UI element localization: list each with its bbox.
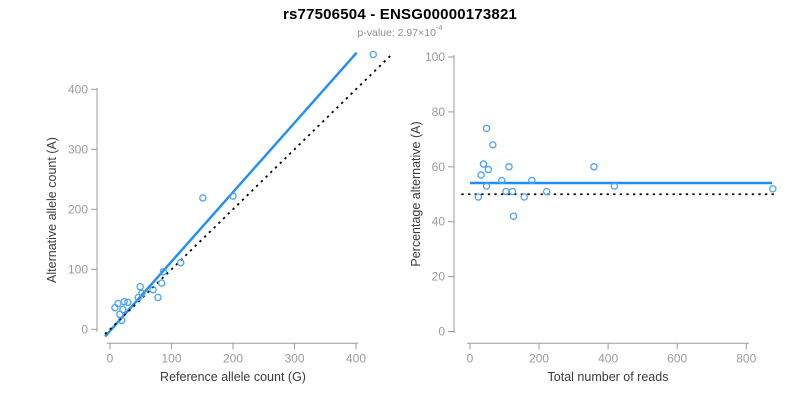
data-point	[509, 212, 518, 220]
percentage-scatter-y-axis-title: Percentage alternative (A)	[409, 121, 423, 266]
data-point	[610, 182, 619, 190]
y-axis-tick-label: 300	[68, 142, 88, 156]
data-point	[505, 163, 513, 171]
data-point	[154, 293, 162, 302]
data-point	[498, 176, 506, 185]
data-point	[477, 171, 485, 179]
data-point	[489, 141, 497, 149]
x-axis-tick-label: 200	[223, 351, 243, 365]
data-point	[479, 160, 488, 168]
y-axis-tick-label: 400	[68, 82, 88, 96]
data-point	[520, 193, 528, 201]
y-axis-tick-label: 0	[438, 325, 445, 339]
data-point	[116, 310, 124, 319]
y-axis-tick-label: 40	[432, 215, 446, 229]
data-point	[134, 293, 143, 302]
data-point	[542, 187, 551, 196]
y-axis-tick-label: 80	[432, 105, 446, 119]
x-axis-tick-label: 100	[161, 351, 181, 365]
x-axis-tick-label: 400	[598, 351, 618, 365]
allele-count-scatter-x-axis-title: Reference allele count (G)	[160, 370, 306, 384]
identity-line	[104, 53, 393, 335]
data-point	[199, 194, 207, 202]
data-point	[117, 316, 126, 325]
data-point	[229, 192, 237, 200]
data-point	[124, 298, 132, 307]
data-point	[136, 282, 144, 291]
data-point	[120, 297, 128, 306]
x-axis-tick-label: 400	[346, 351, 366, 365]
data-point	[484, 165, 493, 174]
data-point	[176, 258, 185, 267]
data-point	[482, 124, 491, 133]
x-axis-tick-label: 200	[529, 351, 549, 365]
y-axis-tick-label: 100	[68, 262, 88, 276]
y-axis-tick-label: 0	[81, 322, 88, 336]
data-point	[369, 50, 377, 59]
data-point	[508, 187, 517, 196]
y-axis-tick-label: 20	[432, 270, 446, 284]
x-axis-tick-label: 300	[284, 351, 304, 365]
data-point	[474, 193, 483, 201]
x-axis-tick-label: 800	[736, 351, 756, 365]
y-axis-tick-label: 200	[68, 202, 88, 216]
y-axis-tick-label: 60	[432, 160, 446, 174]
x-axis-tick-label: 0	[107, 351, 114, 365]
allele-count-scatter-y-axis-title: Alternative allele count (A)	[45, 137, 59, 283]
data-point	[138, 289, 146, 298]
x-axis-tick-label: 600	[667, 351, 687, 365]
data-point	[502, 187, 510, 196]
data-point	[149, 285, 157, 294]
data-point	[159, 267, 168, 276]
y-axis-tick-label: 100	[425, 50, 445, 64]
data-point	[590, 163, 598, 171]
percentage-scatter-x-axis-title: Total number of reads	[548, 370, 669, 384]
x-axis-tick-label: 0	[467, 351, 474, 365]
data-point	[528, 176, 536, 185]
data-point	[482, 182, 491, 190]
data-point	[157, 279, 166, 287]
data-point	[769, 185, 777, 193]
